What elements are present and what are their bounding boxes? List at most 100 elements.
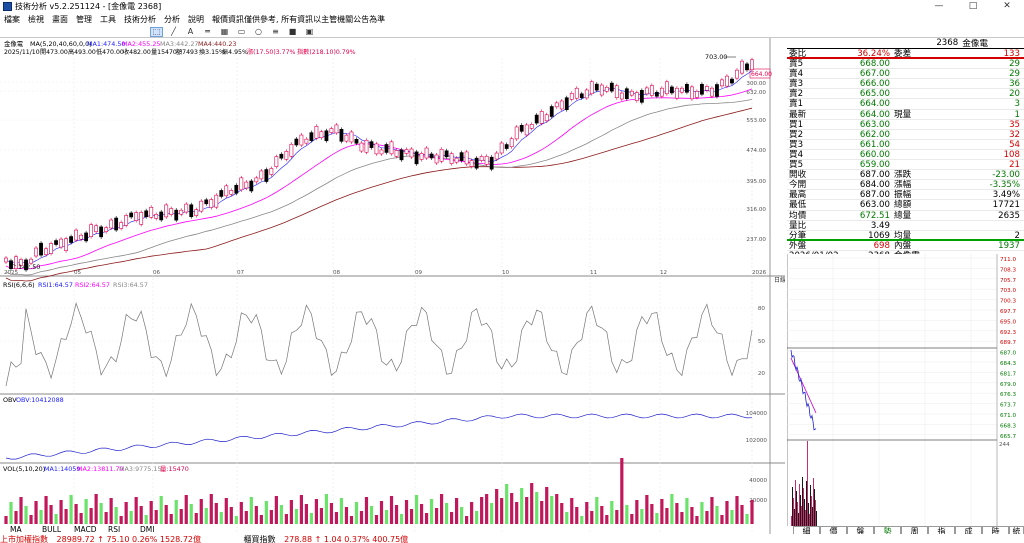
menu-analysis[interactable]: 分析	[164, 14, 180, 24]
candle-body	[179, 209, 184, 215]
candle-body	[735, 69, 739, 79]
chart-area[interactable]: 金像電 MA(5,20,40,60,0,0) MA1:474.50 MA2:45…	[0, 38, 785, 534]
candle-body	[329, 128, 334, 133]
volume-bar	[510, 493, 514, 524]
ask-row: 賣2 665.00 20	[787, 89, 1024, 100]
volume-bar	[585, 502, 589, 524]
volume-bar	[565, 512, 569, 524]
volume-bar	[79, 513, 83, 524]
candle-body	[589, 81, 594, 95]
circle-tool-icon[interactable]: ○	[255, 27, 262, 36]
price-tick: 316.00	[746, 207, 766, 213]
intraday-volume-bar	[810, 485, 811, 526]
intraday-price-tick: 689.7	[1000, 340, 1016, 346]
text-tool-icon[interactable]: A	[187, 27, 194, 36]
vol-tick: 40000	[749, 478, 767, 484]
candle-body	[469, 160, 474, 167]
volume-bar	[184, 495, 188, 524]
candle-body	[309, 132, 314, 141]
rect-tool-icon[interactable]: ▭	[237, 27, 246, 36]
menu-tools[interactable]: 工具	[100, 14, 116, 24]
bid-row: 買2 662.00 32	[787, 130, 1024, 140]
volume-bar	[279, 505, 283, 524]
color-tool-icon[interactable]: ■	[288, 27, 297, 36]
candle-body	[494, 152, 499, 160]
candle-body	[519, 125, 524, 132]
volume-bar	[319, 508, 324, 524]
volume-bar	[104, 512, 108, 524]
menu-technical[interactable]: 技術分析	[124, 14, 156, 24]
intraday-price-tick: 679.0	[1000, 382, 1016, 388]
month-label: 2026	[752, 270, 767, 276]
candle-body	[349, 131, 354, 143]
volume-bar	[444, 503, 449, 524]
volume-bar	[129, 511, 133, 524]
candle-body	[710, 87, 714, 97]
obv1-label: OBV:10412088	[16, 396, 64, 404]
menu-screen[interactable]: 畫面	[52, 14, 68, 24]
volume-bar	[274, 496, 278, 524]
line-tool-icon[interactable]: ╱	[171, 27, 176, 36]
tab-dmi[interactable]: DMI	[140, 525, 155, 534]
candle-body	[99, 226, 104, 238]
tab-ma[interactable]: MA	[10, 525, 22, 534]
chart-header-name: 金像電	[4, 39, 24, 48]
ratio-label: 委比	[789, 49, 807, 59]
menu-manage[interactable]: 管理	[76, 14, 92, 24]
candlestick-series	[4, 57, 754, 272]
tab-macd[interactable]: MACD	[74, 525, 97, 534]
quote-name: 金像電	[962, 39, 988, 49]
volume-bar	[364, 497, 369, 524]
rsi-line	[5, 302, 753, 387]
cursor-tool-icon[interactable]: ⬚	[150, 26, 163, 37]
taiex-value: 28989.72 ↑ 75.10 0.26% 1528.72億	[56, 535, 201, 543]
candle-body	[319, 131, 324, 139]
candle-body	[164, 204, 169, 218]
minimize-button[interactable]: —	[934, 1, 944, 11]
rsi2-label: RSI2:64.57	[75, 281, 110, 289]
intraday-price-tick: 665.7	[1000, 434, 1016, 440]
candle-body	[539, 111, 544, 124]
price-tick: 474.00	[746, 148, 766, 154]
candle-body	[19, 259, 23, 266]
bar-open: 開473.00	[40, 49, 68, 56]
candle-body	[84, 232, 89, 242]
candle-body	[705, 86, 709, 91]
candle-body	[740, 60, 744, 74]
diff-label: 委差	[894, 49, 912, 59]
tab-rsi[interactable]: RSI	[108, 525, 121, 534]
hline-tool-icon[interactable]: ═	[205, 27, 210, 36]
candle-body	[695, 91, 699, 98]
candle-body	[129, 212, 134, 218]
stat-row: 分筆 1069 均量 2	[787, 231, 1024, 241]
volume-bar	[219, 512, 223, 524]
intraday-chart[interactable]: 711.0 708.3 705.7 703.0 700.3 697.7 695.0 692.3…	[786, 254, 1024, 526]
candle-body	[674, 87, 679, 99]
candle-body	[364, 139, 369, 153]
volume-bar	[465, 516, 469, 524]
candle-body	[169, 208, 174, 215]
ma1-label: MA1:474.50	[87, 40, 125, 48]
candle-body	[549, 106, 554, 117]
vol-label: VOL(5,10,20)	[3, 465, 45, 473]
ma2-line	[5, 88, 753, 270]
volume-bar	[119, 516, 123, 524]
maximize-button[interactable]: □	[968, 1, 978, 11]
tab-bull[interactable]: BULL	[42, 525, 61, 534]
candle-body	[324, 130, 329, 142]
save-icon[interactable]: ▣	[305, 27, 314, 36]
grid-tool-icon[interactable]: ▦	[220, 27, 229, 36]
candle-body	[264, 169, 269, 182]
menu-view[interactable]: 檢視	[28, 14, 44, 24]
candle-body	[4, 257, 8, 263]
fib-tool-icon[interactable]: ≡	[272, 27, 279, 36]
volume-bar	[590, 511, 594, 524]
candle-body	[134, 212, 139, 221]
volume-bar	[379, 501, 384, 524]
menu-file[interactable]: 檔案	[4, 14, 20, 24]
vol-ma2-label: MA2:13811.70	[77, 465, 124, 473]
close-button[interactable]: ✕	[1003, 1, 1011, 11]
volume-bar	[139, 506, 143, 524]
menu-help[interactable]: 說明	[188, 14, 204, 24]
volume-bar	[434, 508, 439, 524]
